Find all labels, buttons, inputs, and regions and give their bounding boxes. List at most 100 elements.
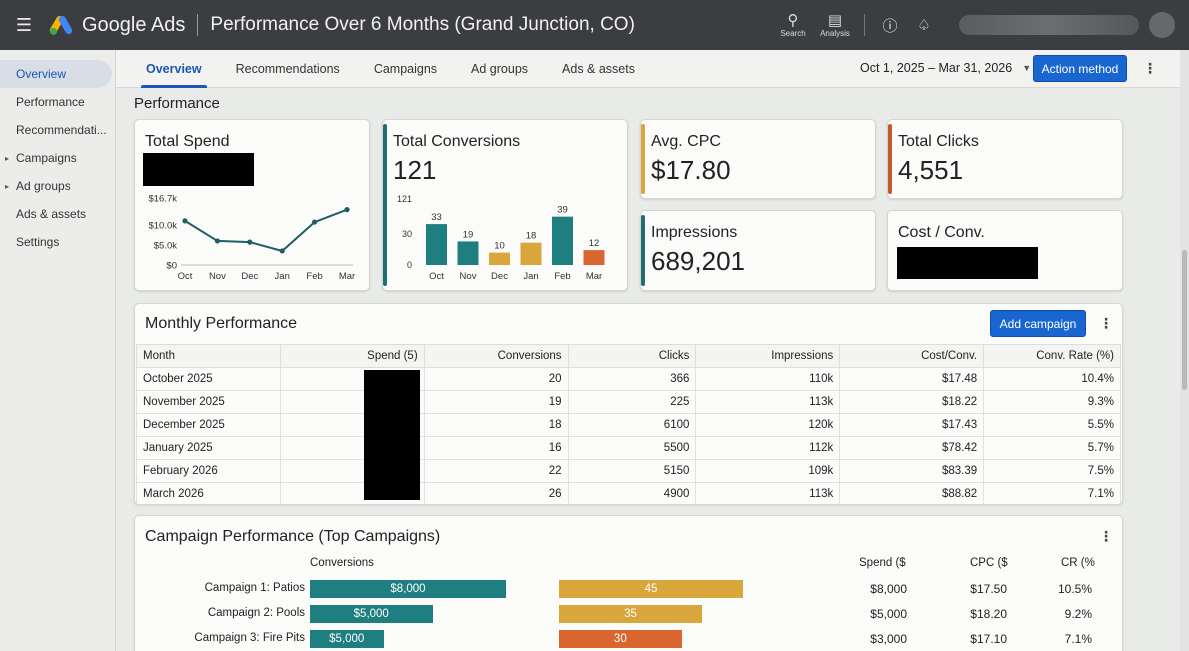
bell-icon[interactable]: ♤ <box>917 17 931 34</box>
table-row[interactable]: March 2026 26 4900 113k $88.82 7.1% <box>136 482 1121 506</box>
sidebar-item[interactable]: Ads & assets <box>0 200 115 228</box>
column-header[interactable]: Month <box>136 344 281 368</box>
scrollbar[interactable] <box>1180 50 1189 651</box>
conversion-bar <box>457 241 479 265</box>
y-tick-label: 121 <box>397 194 412 204</box>
x-tick-label: Dec <box>491 271 508 282</box>
campaign-name[interactable]: Campaign 1: Patios <box>204 582 305 594</box>
table-row[interactable]: October 2025 20 366 110k $17.48 10.4% <box>136 367 1121 391</box>
sidebar-item[interactable]: ▸ Ad groups <box>0 172 115 200</box>
column-header[interactable]: Conversions <box>423 344 569 368</box>
sidebar-item[interactable]: Performance <box>0 88 115 116</box>
table-cell: 9.3% <box>983 390 1121 414</box>
column-header[interactable]: Cost/Conv. <box>839 344 985 368</box>
conversions-bar: 35 <box>559 605 703 623</box>
table-row[interactable]: December 2025 18 6100 120k $17.43 5.5% <box>136 413 1121 437</box>
section-title: Monthly Performance <box>145 315 298 332</box>
campaign-spend: $8,000 <box>870 582 907 596</box>
scrollbar-thumb[interactable] <box>1182 250 1187 390</box>
sidebar-item[interactable]: Settings <box>0 228 115 256</box>
more-options-icon[interactable]: ⋮ <box>1099 315 1113 331</box>
top-app-bar: ☰ Google Ads Performance Over 6 Months (… <box>0 0 1189 50</box>
tab[interactable]: Ads & assets <box>562 61 635 76</box>
bar-data-label: 35 <box>624 608 637 620</box>
sidebar-item-label: Ads & assets <box>16 207 87 221</box>
table-row[interactable]: February 2026 22 5150 109k $83.39 7.5% <box>136 459 1121 483</box>
y-tick-label: $5.0k <box>154 240 177 251</box>
date-range-text: Oct 1, 2025 – Mar 31, 2026 <box>860 61 1013 75</box>
x-tick-label: Oct <box>178 271 193 282</box>
impressions-card[interactable]: Impressions 689,201 <box>640 210 876 291</box>
total-spend-card[interactable]: Total Spend $0 $5.0k $10.0k $16.7k Oct Nov Dec… <box>134 119 370 291</box>
sidebar-item-label: Settings <box>16 235 60 249</box>
tab[interactable]: Recommendations <box>235 61 340 76</box>
more-options-icon[interactable]: ⋮ <box>1143 60 1157 76</box>
search-button[interactable]: ⚲ Search <box>772 12 814 38</box>
campaign-name[interactable]: Campaign 3: Fire Pits <box>194 632 305 644</box>
title-divider <box>197 14 199 36</box>
conversion-bar <box>583 250 605 265</box>
card-accent <box>641 124 645 194</box>
table-cell: October 2025 <box>136 367 281 391</box>
table-row[interactable]: January 2025 16 5500 112k $78.42 5.7% <box>136 436 1121 460</box>
total-conversions-card[interactable]: Total Conversions 121 0 30 121 33 Oct 19 Nov 10… <box>382 119 628 291</box>
spend-bar: $5,000 <box>310 605 433 623</box>
conversion-bar <box>489 252 510 265</box>
action-method-button[interactable]: Action method <box>1033 55 1127 82</box>
table-cell: December 2025 <box>136 413 281 437</box>
sidebar-item[interactable]: Overview <box>0 60 112 88</box>
campaign-spend: $5,000 <box>870 607 907 621</box>
sidebar-item-label: Campaigns <box>16 151 77 165</box>
table-row[interactable]: November 2025 19 225 113k $18.22 9.3% <box>136 390 1121 414</box>
conversion-bar <box>520 242 542 265</box>
add-campaign-button[interactable]: Add campaign <box>990 310 1086 337</box>
conversions-bar: 30 <box>559 630 682 648</box>
avg-cpc-card[interactable]: Avg. CPC $17.80 <box>640 119 876 199</box>
sidebar-item-label: Overview <box>16 67 67 81</box>
table-cell: 110k <box>695 367 841 391</box>
sidebar-item[interactable]: ▸ Campaigns <box>0 144 115 172</box>
tab[interactable]: Overview <box>129 50 219 88</box>
brand-name: Google Ads <box>82 13 186 36</box>
menu-icon[interactable]: ☰ <box>15 14 33 35</box>
y-tick-label: $10.0k <box>148 220 177 231</box>
column-header[interactable]: Impressions <box>695 344 841 368</box>
table-cell: November 2025 <box>136 390 281 414</box>
table-cell: 7.1% <box>983 482 1121 506</box>
total-clicks-card[interactable]: Total Clicks 4,551 <box>887 119 1123 199</box>
campaign-name[interactable]: Campaign 2: Pools <box>207 607 305 619</box>
help-icon[interactable]: ⓘ <box>882 17 898 35</box>
avatar[interactable] <box>1149 12 1175 38</box>
x-tick-label: Feb <box>554 271 570 282</box>
y-tick-label: 30 <box>402 229 412 239</box>
analysis-button[interactable]: ▤ Analysis <box>814 12 856 38</box>
spend-column-header: Spend ($ <box>859 557 906 569</box>
tab[interactable]: Campaigns <box>373 61 438 76</box>
card-accent <box>888 124 892 194</box>
cost-per-conversion-card[interactable]: Cost / Conv. <box>887 210 1123 291</box>
bar-data-label: $8,000 <box>390 583 426 595</box>
report-title: Performance Over 6 Months (Grand Junctio… <box>210 14 635 35</box>
card-title: Impressions <box>651 224 738 241</box>
account-info-blurred[interactable] <box>959 15 1139 35</box>
column-header[interactable]: Spend (5) <box>279 344 425 368</box>
x-tick-label: Feb <box>306 271 322 282</box>
y-tick-label: $16.7k <box>148 194 177 205</box>
tab-bar: Overview Recommendations Campaigns Ad group… <box>116 50 1189 88</box>
table-cell: 19 <box>423 390 569 414</box>
performance-heading: Performance <box>134 95 220 112</box>
table-cell: March 2026 <box>136 482 281 506</box>
bar-data-label: 30 <box>613 633 627 645</box>
column-header[interactable]: Conv. Rate (%) <box>983 344 1121 368</box>
bar-data-label: 45 <box>644 583 658 595</box>
tab[interactable]: Ad groups <box>471 61 529 76</box>
table-cell: February 2026 <box>136 459 281 483</box>
card-title: Cost / Conv. <box>898 224 985 241</box>
table-cell: 5150 <box>567 459 697 483</box>
sidebar-item[interactable]: Recommendati... <box>0 116 115 144</box>
redacted-value <box>897 247 1038 279</box>
spend-point <box>214 238 220 244</box>
column-header[interactable]: Clicks <box>567 344 697 368</box>
date-range-picker[interactable]: Oct 1, 2025 – Mar 31, 2026 ▼ <box>860 61 1031 75</box>
more-options-icon[interactable]: ⋮ <box>1099 528 1113 544</box>
